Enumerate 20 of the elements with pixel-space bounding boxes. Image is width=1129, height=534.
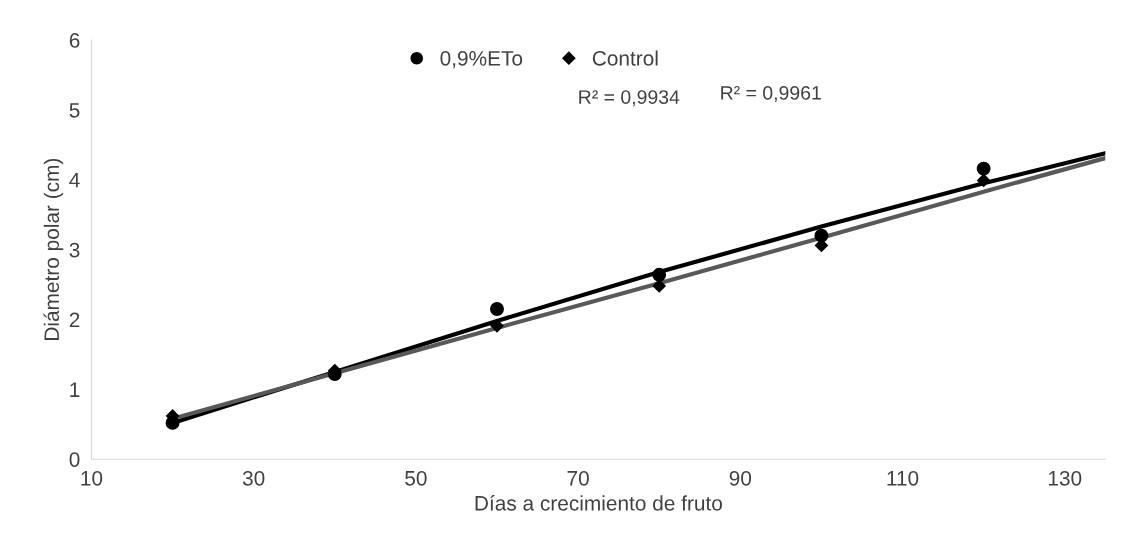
x-tick-label: 10 [81, 470, 103, 486]
y-tick-label: 2 [69, 312, 80, 328]
x-tick-label: 50 [405, 470, 427, 486]
y-tick-label: 5 [69, 103, 80, 118]
legend-label: Control [592, 50, 658, 66]
legend-label: 0,9%ETo [440, 50, 523, 69]
x-tick-label: 110 [887, 470, 919, 486]
annotation: R² = 0,9961 [721, 86, 821, 103]
x-tick-label: 30 [242, 470, 265, 486]
y-axis-title: Diámetro polar (cm) [43, 158, 64, 340]
y-tick-label: 0 [69, 452, 80, 467]
x-tick-label: 130 [1048, 470, 1082, 486]
y-tick-label: 4 [69, 173, 80, 188]
x-tick-label: 70 [567, 470, 589, 486]
annotation: R² = 0,9934 [579, 90, 680, 107]
x-axis-title: Días a crecimiento de fruto [475, 495, 722, 511]
y-tick-label: 6 [69, 33, 80, 48]
x-tick-label: 90 [729, 470, 752, 486]
y-tick-label: 1 [70, 382, 80, 397]
y-tick-label: 3 [69, 242, 80, 258]
